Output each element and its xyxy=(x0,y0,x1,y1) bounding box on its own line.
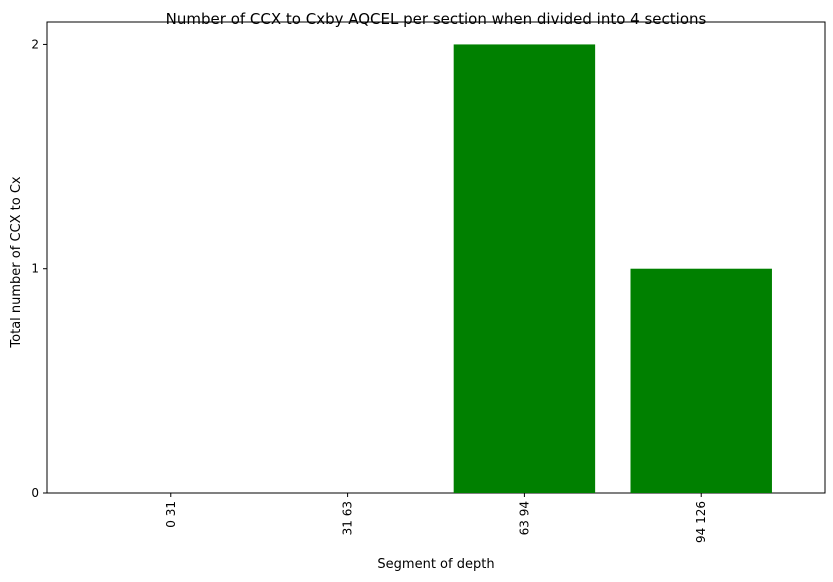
y-tick-label: 2 xyxy=(31,37,39,51)
y-axis-ticks: 0 1 2 xyxy=(31,37,47,500)
bar-63-94 xyxy=(453,44,596,494)
y-tick-label: 1 xyxy=(31,262,39,276)
x-tick-label: 94 126 xyxy=(694,501,708,543)
x-axis-ticks: 0 31 31 63 63 94 94 126 xyxy=(164,493,708,543)
x-tick-label: 31 63 xyxy=(341,501,355,535)
y-axis-label: Total number of CCX to Cx xyxy=(9,176,24,348)
bars-group xyxy=(453,44,772,494)
bar-94-126 xyxy=(630,268,772,493)
y-tick-label: 0 xyxy=(31,486,39,500)
plot-frame xyxy=(46,21,826,494)
x-axis-label: Segment of depth xyxy=(377,557,494,572)
plot-area: 0 1 2 0 31 31 63 63 94 94 126 xyxy=(31,21,826,543)
x-tick-label: 0 31 xyxy=(164,501,178,528)
chart-title: Number of CCX to Cxby AQCEL per section … xyxy=(166,10,707,28)
x-tick-label: 63 94 xyxy=(517,501,531,535)
